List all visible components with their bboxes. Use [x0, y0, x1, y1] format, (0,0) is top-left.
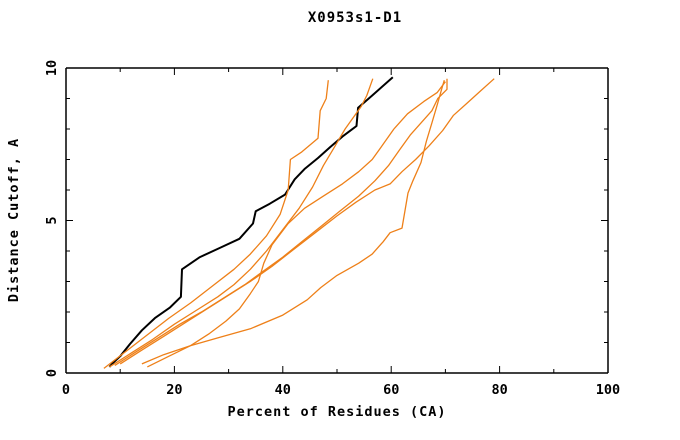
x-tick-label: 0 [62, 382, 70, 398]
y-tick-label: 10 [44, 60, 60, 76]
model-orange-3-curve [114, 78, 448, 366]
x-tick-label: 40 [275, 382, 291, 398]
x-tick-label: 20 [166, 382, 182, 398]
curve-group [103, 76, 495, 369]
x-axis-label: Percent of Residues (CA) [227, 404, 446, 420]
x-tick-label: 100 [596, 382, 620, 398]
chart-title: X0953s1-D1 [308, 10, 402, 26]
model-orange-5-curve [147, 81, 446, 368]
model-black-primary-curve [108, 76, 394, 368]
model-orange-4-curve [119, 78, 495, 365]
axes-frame: 0 20 40 60 80 100 0 5 10 [44, 60, 620, 398]
x-tick-label: 80 [491, 382, 507, 398]
model-orange-2-curve [109, 78, 374, 368]
y-axis-label: Distance Cutoff, A [6, 138, 22, 302]
y-tick-label: 0 [44, 369, 60, 377]
model-orange-6-curve [141, 80, 445, 365]
model-orange-1-curve [103, 80, 329, 369]
x-tick-label: 60 [383, 382, 399, 398]
y-tick-label: 5 [44, 216, 60, 224]
